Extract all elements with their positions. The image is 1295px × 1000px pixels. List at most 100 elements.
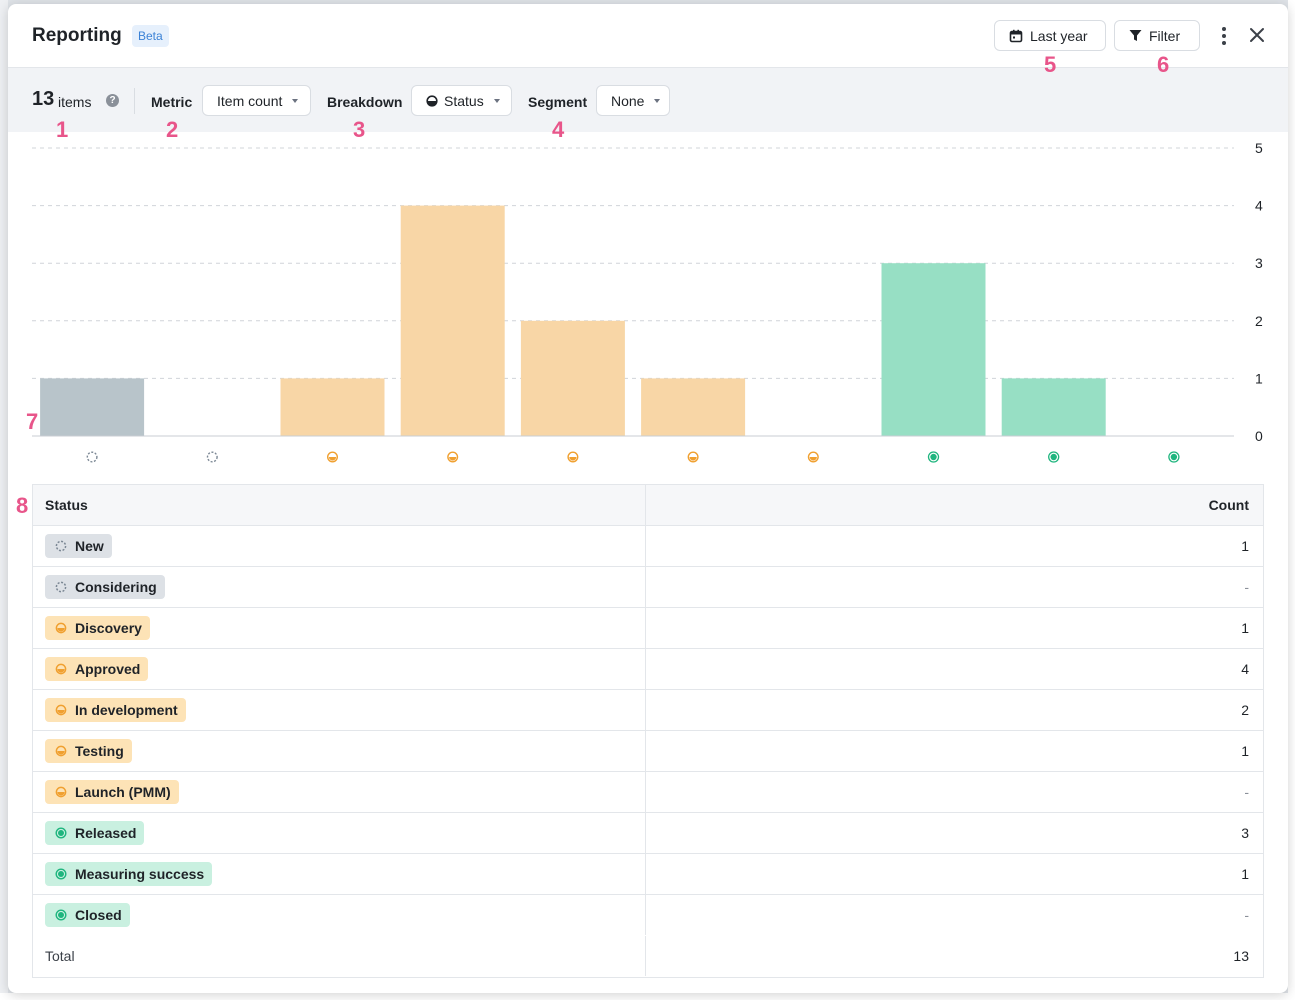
table-row: Discovery 1 [33,608,1263,649]
count-cell: - [646,567,1263,607]
count-cell: 1 [646,526,1263,566]
status-cell: Considering [33,567,646,607]
count-value: 1 [1241,743,1249,759]
background-app-left [0,0,8,1000]
table-row: Launch (PMM) - [33,772,1263,813]
chart-bar[interactable] [641,378,746,436]
status-done-icon [55,827,67,839]
count-value: - [1244,784,1249,800]
beta-badge: Beta [132,25,169,47]
status-cell: Approved [33,649,646,689]
date-range-button[interactable]: Last year [994,20,1106,51]
chart-bar[interactable] [40,378,145,436]
chart-bar[interactable] [520,320,625,436]
status-tag-label: Closed [75,907,122,923]
chart-bar[interactable] [400,205,505,436]
count-cell: 1 [646,608,1263,648]
status-done-icon [55,868,67,880]
status-tag-label: In development [75,702,178,718]
count-value: 1 [1241,538,1249,554]
annotation-4: 4 [552,117,565,142]
status-column-header[interactable]: Status [33,485,646,525]
status-cell: Testing [33,731,646,771]
y-tick-label: 2 [1255,313,1263,329]
status-tag[interactable]: Released [45,821,145,845]
background-app-right [1288,0,1295,1000]
y-tick-label: 1 [1255,370,1263,386]
metric-value: Item count [217,92,283,109]
chevron-down-icon [493,98,500,103]
annotation-7: 7 [26,409,39,434]
status-tag[interactable]: Testing [45,739,132,763]
count-cell: 1 [646,854,1263,894]
segment-value: None [611,92,645,109]
status-tag-label: Launch (PMM) [75,784,171,800]
y-tick-label: 5 [1255,140,1263,156]
status-bar-chart: 0 1 2 3 4 5 [32,140,1263,463]
status-tag[interactable]: Discovery [45,616,150,640]
table-row: Released 3 [33,813,1263,854]
y-tick-label: 0 [1255,428,1263,444]
status-cell: Launch (PMM) [33,772,646,812]
status-tag[interactable]: Approved [45,657,149,681]
status-cell: Released [33,813,646,853]
chart-bar[interactable] [881,263,986,436]
status-tag-label: Released [75,825,137,841]
status-tag-label: Considering [75,579,157,595]
status-tag[interactable]: New [45,534,112,558]
more-options-icon[interactable] [1214,24,1234,48]
segment-select[interactable]: None [596,85,670,116]
status-tag-label: Approved [75,661,141,677]
chevron-down-icon [292,98,299,103]
status-tag[interactable]: Launch (PMM) [45,780,179,804]
help-icon[interactable]: ? [106,94,119,107]
status-in-progress-icon [567,451,579,463]
status-in-progress-icon [807,451,819,463]
status-tag[interactable]: Considering [45,575,165,599]
breakdown-label: Breakdown [327,94,403,110]
chart-bar[interactable] [280,378,385,436]
count-value: 1 [1241,620,1249,636]
count-cell: - [646,772,1263,812]
status-tag[interactable]: In development [45,698,186,722]
close-icon[interactable] [1246,24,1268,46]
breakdown-select[interactable]: Status [411,85,512,116]
count-cell: 3 [646,813,1263,853]
status-tag-label: Discovery [75,620,142,636]
count-cell: 2 [646,690,1263,730]
segment-label: Segment [528,94,588,110]
reporting-modal: Reporting Beta Last year Filter 13 items [8,4,1288,993]
count-column-header[interactable]: Count [1208,497,1249,513]
status-new-icon [86,451,98,463]
status-tag-label: Measuring success [75,866,205,882]
status-in-progress-icon [55,745,67,757]
status-tag[interactable]: Measuring success [45,862,213,886]
table-row: Testing 1 [33,731,1263,772]
page-title: Reporting [32,25,122,46]
annotation-3: 3 [353,117,366,142]
table-total-row: Total 13 [33,936,1263,977]
metric-select[interactable]: Item count [202,85,311,116]
count-value: - [1244,579,1249,595]
status-count-table: Status Count New 1 Considering - Discovery 1 A… [32,484,1264,978]
status-tag[interactable]: Closed [45,903,130,927]
modal-header: Reporting Beta Last year Filter [8,4,1288,68]
table-header-row: Status Count [33,485,1263,526]
filter-label: Filter [1149,27,1181,44]
status-in-progress-icon [326,451,339,463]
filter-button[interactable]: Filter [1114,20,1200,51]
status-icon [426,94,438,107]
count-cell: 1 [646,731,1263,771]
report-toolbar: 13 items ? Metric Item count Breakdown S… [8,68,1288,132]
annotation-8: 8 [16,493,29,518]
chart-bar[interactable] [1001,378,1106,436]
status-in-progress-icon [55,786,67,798]
status-in-progress-icon [447,451,459,463]
table-row: Approved 4 [33,649,1263,690]
status-new-icon [55,540,67,552]
y-tick-label: 3 [1255,255,1263,271]
status-done-icon [927,451,940,463]
count-value: 2 [1241,702,1249,718]
count-cell: - [646,895,1263,935]
status-in-progress-icon [55,622,67,634]
